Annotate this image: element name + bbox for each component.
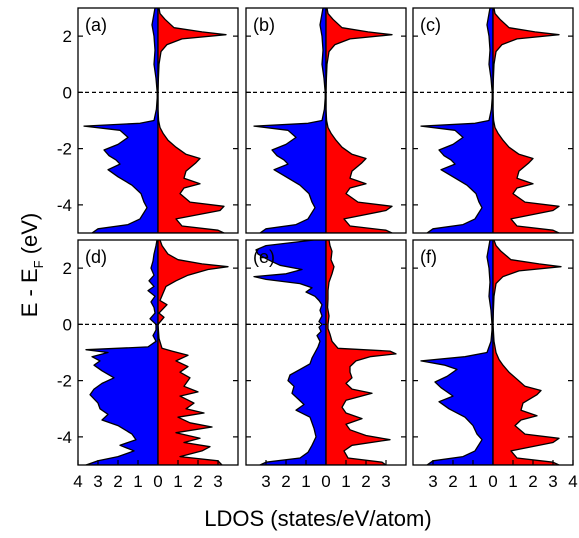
panel-e-spin-up-area xyxy=(325,240,397,465)
panel-d-spin-up-area xyxy=(157,240,229,465)
panel-e-xtick-label: 0 xyxy=(321,472,330,491)
panel-a-spin-down-area xyxy=(83,8,159,233)
y-axis-title: E - EF (eV) xyxy=(17,213,46,318)
panel-d-xtick-label: 1 xyxy=(133,472,142,491)
panel-f-spin-down-area xyxy=(420,240,494,465)
panel-a-ytick-label: 2 xyxy=(63,27,72,46)
panel-e-spin-down-area xyxy=(253,240,327,465)
panel-c-spin-down-area xyxy=(420,8,494,233)
panel-a-spin-up-area xyxy=(157,8,227,233)
panel-e-label: (e) xyxy=(253,247,275,267)
panel-c-plot-area xyxy=(413,8,573,233)
panel-d-ytick-label: 0 xyxy=(63,315,72,334)
panel-d-xtick-label: 3 xyxy=(93,472,102,491)
panel-b-spin-down-area xyxy=(253,8,327,233)
panel-e-xtick-label: 2 xyxy=(361,472,370,491)
panel-f-xtick-label: 1 xyxy=(468,472,477,491)
panel-d-ytick-label: 2 xyxy=(63,259,72,278)
panel-e-xtick-label: 1 xyxy=(341,472,350,491)
panel-c-label: (c) xyxy=(420,15,441,35)
panel-a-ytick-label: -4 xyxy=(57,196,72,215)
panel-f-label: (f) xyxy=(420,247,437,267)
y-axis-title-main: E - E xyxy=(17,268,42,317)
panel-b-label: (b) xyxy=(253,15,275,35)
panel-f-xtick-label: 0 xyxy=(488,472,497,491)
panel-a-frame xyxy=(77,7,239,234)
panel-f-plot-area xyxy=(413,240,573,465)
panel-e-xtick-label: 3 xyxy=(381,472,390,491)
panel-d-xtick-label: 2 xyxy=(113,472,122,491)
panel-a-label: (a) xyxy=(85,15,107,35)
panel-d-ytick-label: -4 xyxy=(57,428,72,447)
panel-a-plot-area xyxy=(78,8,238,233)
panel-e-plot-area xyxy=(246,240,406,465)
panel-d-label: (d) xyxy=(85,247,107,267)
panel-b-plot-area xyxy=(246,8,406,233)
panel-f-xtick-label: 4 xyxy=(568,472,577,491)
panel-f-xtick-label: 3 xyxy=(548,472,557,491)
panel-d-xtick-label: 0 xyxy=(153,472,162,491)
panel-c-spin-up-area xyxy=(492,8,560,233)
panel-f-xtick-label: 2 xyxy=(528,472,537,491)
panel-d-xtick-label: 4 xyxy=(73,472,82,491)
panel-b: (b) xyxy=(245,7,407,234)
panel-d-xtick-label: 2 xyxy=(193,472,202,491)
panel-a-ytick-label: -2 xyxy=(57,140,72,159)
panel-c: (c) xyxy=(412,7,574,234)
panel-d-xtick-label: 3 xyxy=(213,472,222,491)
panel-b-frame xyxy=(245,7,407,234)
panel-d: 20-2-44 3 2 1 0 1 2 3(d) xyxy=(57,239,239,491)
panel-e-xtick-label: 1 xyxy=(301,472,310,491)
svg-text:E - EF (eV): E - EF (eV) xyxy=(17,213,46,318)
x-axis-title: LDOS (states/eV/atom) xyxy=(204,506,431,531)
panel-b-spin-up-area xyxy=(325,8,393,233)
panel-a-ytick-label: 0 xyxy=(63,83,72,102)
panel-e-xtick-label: 3 xyxy=(261,472,270,491)
panel-f-xtick-label: 1 xyxy=(508,472,517,491)
panel-d-ytick-label: -2 xyxy=(57,372,72,391)
panel-d-plot-area xyxy=(78,240,238,465)
y-axis-title-unit: (eV) xyxy=(17,213,42,261)
panel-f: 3 2 1 0 1 2 3 4(f) xyxy=(412,239,578,491)
panel-a: 2 0 -2 -4 (a) xyxy=(57,7,239,234)
panel-d-spin-down-area xyxy=(85,240,159,465)
panel-d-xtick-label: 1 xyxy=(173,472,182,491)
panel-c-frame xyxy=(412,7,574,234)
panel-grid: 20-2-4(a) (b) (c)20-2-44 3 2 1 0 1 2 3(d)3 2 1 0 1 2 3(… xyxy=(57,7,578,491)
panel-e: 3 2 1 0 1 2 3(e) xyxy=(245,239,407,491)
panel-f-xtick-label: 3 xyxy=(428,472,437,491)
panel-f-spin-up-area xyxy=(492,240,562,465)
panel-e-xtick-label: 2 xyxy=(281,472,290,491)
panel-f-xtick-label: 2 xyxy=(448,472,457,491)
y-axis-title-subscript: F xyxy=(31,260,46,268)
